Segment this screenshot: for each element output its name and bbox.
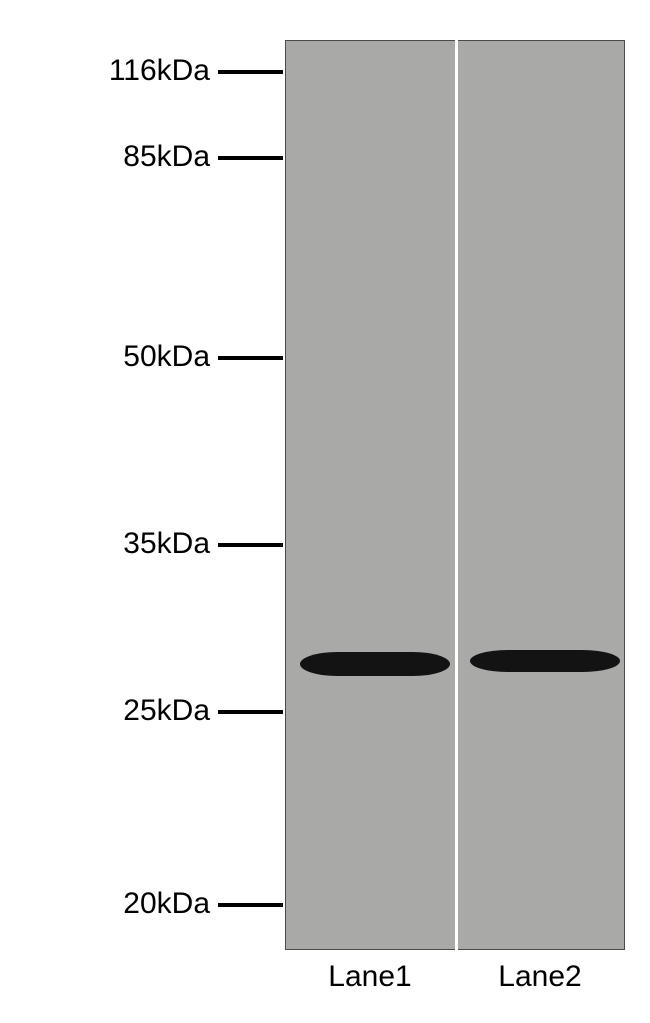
- marker-tick: [218, 710, 283, 714]
- marker-label: 35kDa: [0, 527, 210, 561]
- protein-band: [470, 650, 620, 672]
- marker-tick: [218, 70, 283, 74]
- marker-label: 116kDa: [0, 54, 210, 88]
- western-blot-figure: { "canvas": { "width": 650, "height": 10…: [0, 0, 650, 1023]
- lane-divider: [455, 40, 458, 950]
- lane-label: Lane1: [290, 960, 450, 994]
- marker-label: 25kDa: [0, 694, 210, 728]
- marker-label: 20kDa: [0, 887, 210, 921]
- marker-label: 50kDa: [0, 340, 210, 374]
- lane-label: Lane2: [460, 960, 620, 994]
- marker-tick: [218, 543, 283, 547]
- marker-tick: [218, 156, 283, 160]
- protein-band: [300, 652, 450, 676]
- marker-tick: [218, 356, 283, 360]
- marker-label: 85kDa: [0, 140, 210, 174]
- marker-tick: [218, 903, 283, 907]
